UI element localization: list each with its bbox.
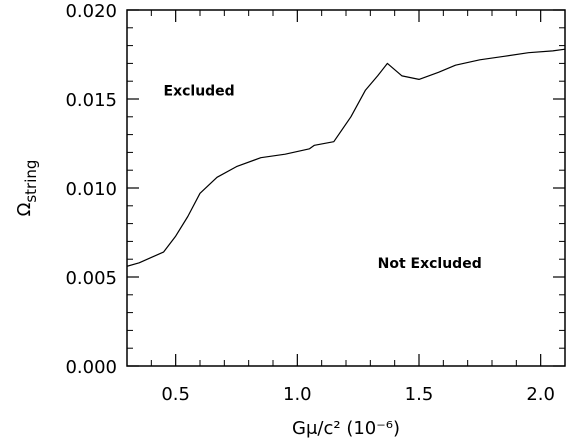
x-tick-label: 1.5 bbox=[405, 384, 434, 405]
annotation-label: Excluded bbox=[164, 83, 235, 99]
series-group bbox=[126, 48, 566, 267]
x-tick-label: 2.0 bbox=[526, 384, 555, 405]
y-tick-label: 0.020 bbox=[65, 1, 117, 22]
axis-tick-labels: 0.5 1.0 1.5 2.0 0.000 0.005 0.010 0.015 0.020 bbox=[65, 1, 555, 405]
x-tick-label: 0.5 bbox=[161, 384, 190, 405]
x-axis-label: Gμ/c² (10⁻⁶) bbox=[292, 418, 400, 439]
y-axis-label-main: Ω bbox=[14, 202, 35, 216]
y-tick-label: 0.015 bbox=[65, 90, 117, 111]
y-axis-label: Ωstring bbox=[14, 160, 40, 217]
annotation-label: Not Excluded bbox=[378, 256, 482, 272]
axis-ticks bbox=[126, 9, 566, 367]
annotations: Excluded Not Excluded bbox=[164, 83, 482, 272]
y-tick-label: 0.010 bbox=[65, 179, 117, 200]
series-line bbox=[126, 48, 566, 267]
y-axis-label-sub: string bbox=[22, 160, 40, 203]
x-tick-label: 1.0 bbox=[283, 384, 312, 405]
plot-frame bbox=[126, 9, 566, 367]
y-tick-label: 0.000 bbox=[65, 357, 117, 378]
y-tick-label: 0.005 bbox=[65, 268, 117, 289]
